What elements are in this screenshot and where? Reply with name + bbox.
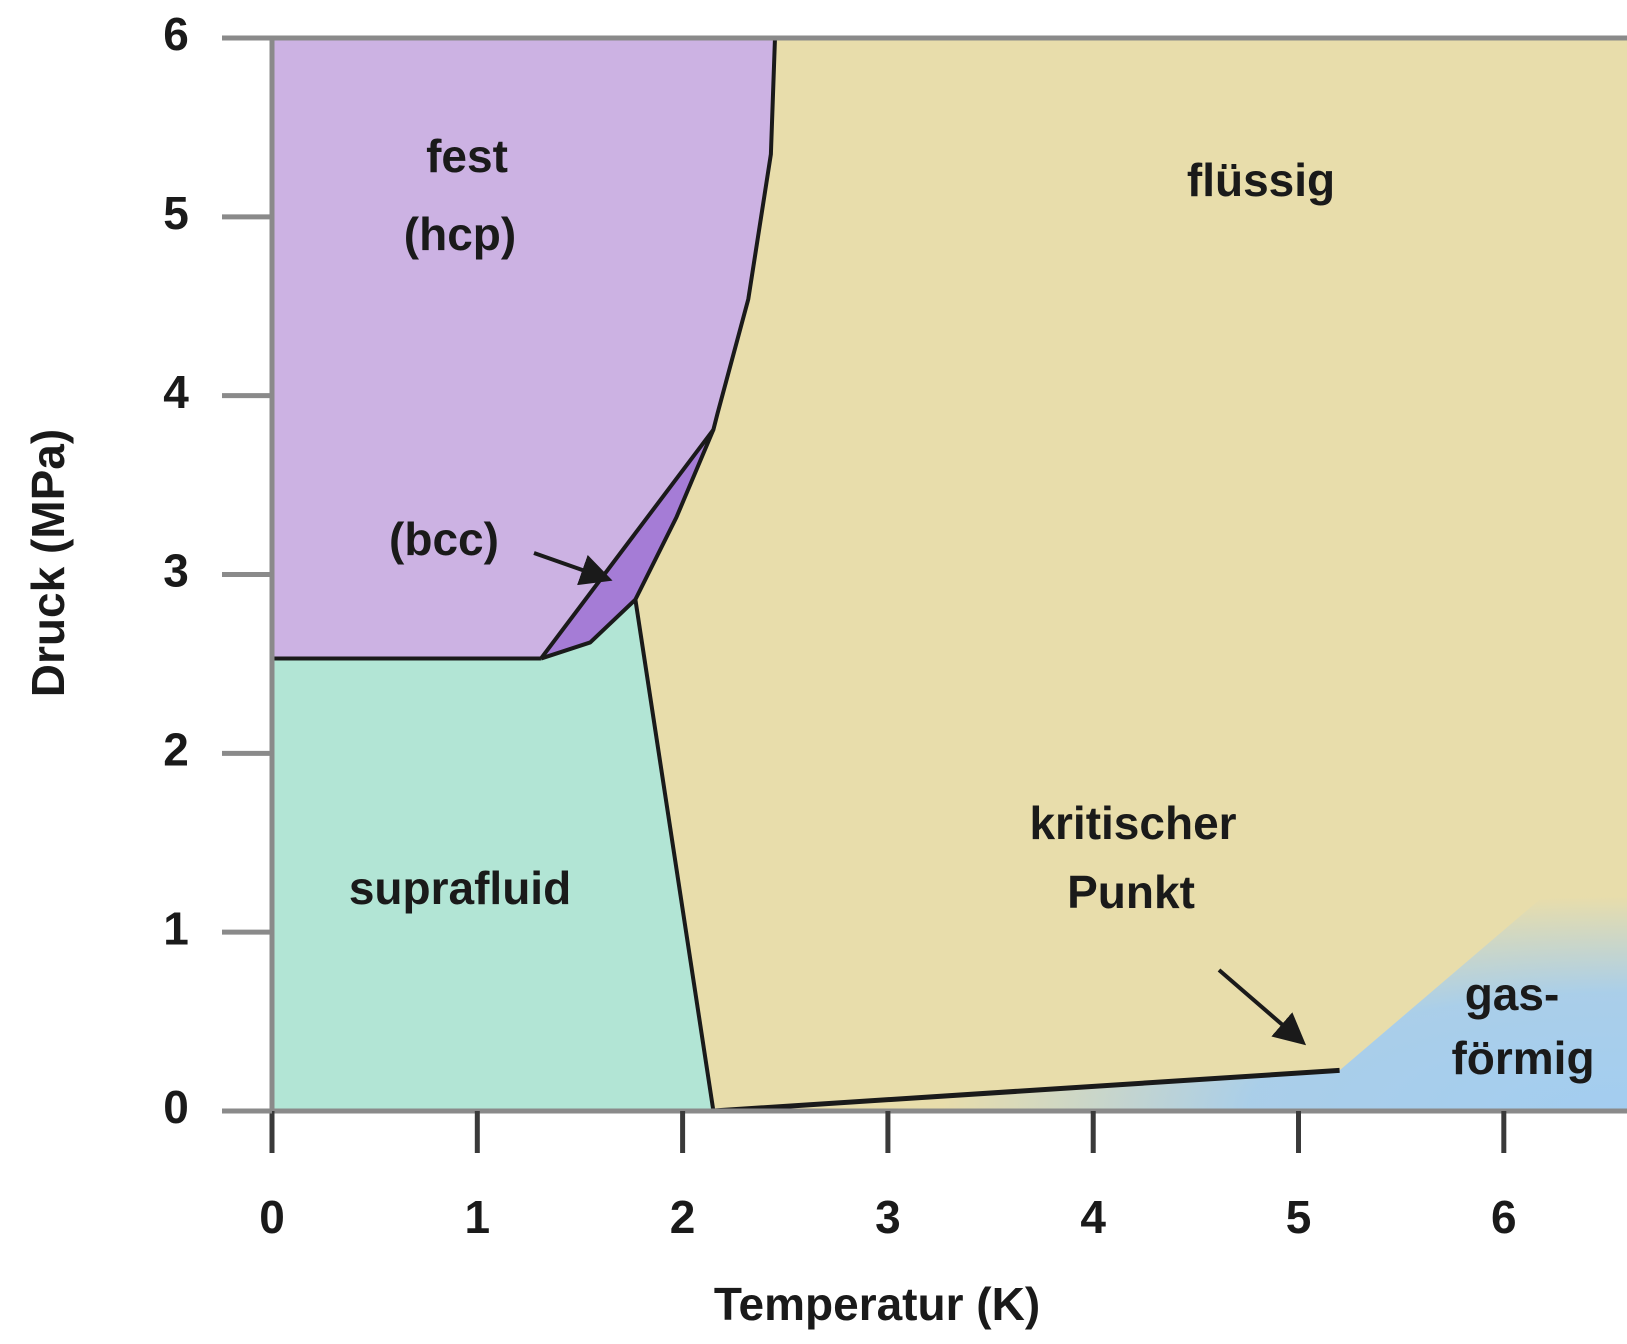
x-tick-label: 5 [1286,1191,1312,1243]
region-label: fest [426,130,508,182]
regions [272,38,1627,1111]
region [713,824,1627,1111]
region-label: flüssig [1187,154,1335,206]
y-tick-label: 2 [163,723,189,775]
critical-point-label: Punkt [1067,866,1195,918]
region [635,38,1627,1111]
region-label: förmig [1451,1032,1594,1084]
region-label: (hcp) [404,208,516,260]
y-tick-label: 0 [163,1081,189,1133]
phase-boundary [539,37,777,660]
y-tick-label: 1 [163,902,189,954]
x-tick-label: 1 [465,1191,491,1243]
region [272,599,714,1111]
region-label: suprafluid [349,862,571,914]
y-tick-label: 5 [163,187,189,239]
x-tick-label: 2 [670,1191,696,1243]
labels: 0 1 2 3 4 5 6 0 1 2 3 4 5 6 Temperatur (K) Druck (MPa) f… [22,8,1594,1330]
y-tick-label: 3 [163,545,189,597]
x-tick-label: 0 [259,1191,285,1243]
boundaries [272,37,1340,1114]
x-tick-label: 6 [1491,1191,1517,1243]
critical-point-arrow [1217,968,1307,1046]
critical-point-label: kritischer [1029,797,1236,849]
phase-boundary [713,1067,1340,1114]
x-tick-label: 4 [1080,1191,1106,1243]
x-tick-label: 3 [875,1191,901,1243]
axes [222,35,1627,1153]
y-axis-label: Druck (MPa) [22,429,74,697]
region-label: (bcc) [389,513,499,565]
bcc-arrow [533,551,613,586]
y-tick-label: 4 [163,366,189,418]
x-axis-label: Temperatur (K) [714,1278,1040,1330]
phase-boundary [633,599,716,1112]
y-tick-label: 6 [163,8,189,60]
region [272,38,775,659]
region-label: gas- [1465,968,1560,1020]
